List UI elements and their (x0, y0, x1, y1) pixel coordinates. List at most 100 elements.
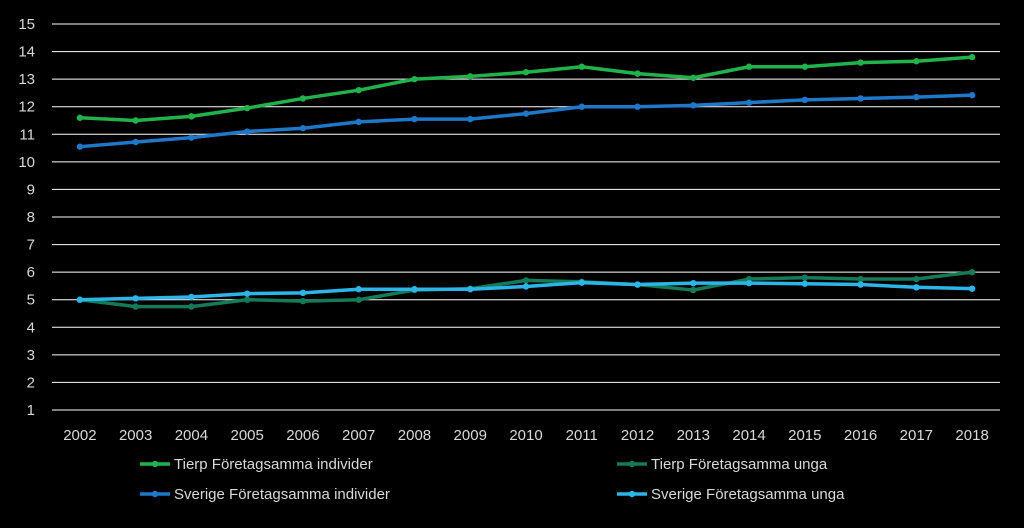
legend-marker (628, 490, 636, 498)
data-point (132, 303, 139, 310)
legend-label: Tierp Företagsamma unga (651, 456, 828, 473)
data-point (76, 296, 84, 303)
y-tick-label: 7 (27, 237, 35, 254)
data-point (857, 281, 864, 288)
data-point (857, 275, 864, 283)
x-tick-label: 2005 (230, 427, 263, 444)
legend: Tierp Företagsamma individer Tierp Företa… (140, 456, 845, 503)
series-0 (76, 53, 976, 124)
data-point (467, 286, 474, 293)
data-point (355, 118, 362, 126)
x-tick-label: 2003 (119, 427, 152, 444)
y-tick-label: 14 (18, 44, 35, 61)
data-point (968, 285, 976, 292)
y-tick-label: 11 (19, 126, 35, 143)
data-point (968, 53, 976, 61)
data-point (801, 96, 809, 104)
data-point (243, 128, 251, 135)
data-point (745, 63, 753, 70)
legend-marker (628, 460, 636, 468)
data-point (132, 138, 139, 146)
x-tick-label: 2007 (342, 427, 375, 444)
data-point (801, 63, 809, 70)
y-tick-label: 5 (27, 292, 35, 309)
data-point (968, 268, 976, 276)
y-tick-label: 9 (27, 181, 35, 198)
y-tick-label: 15 (18, 16, 35, 33)
legend-label: Sverige Företagsamma unga (651, 486, 845, 503)
data-point (243, 290, 251, 297)
y-tick-label: 1 (27, 402, 35, 419)
grid-lines (52, 23, 1000, 411)
data-point (578, 279, 585, 286)
data-point (690, 279, 697, 287)
data-point (913, 93, 920, 101)
data-point (299, 125, 307, 132)
data-point (243, 296, 251, 303)
data-point (801, 280, 809, 287)
series-2 (76, 91, 976, 150)
data-point (522, 277, 530, 284)
x-tick-label: 2015 (788, 427, 821, 444)
legend-marker (151, 460, 159, 468)
data-point (411, 286, 418, 293)
data-point (299, 289, 307, 297)
x-tick-label: 2013 (677, 427, 710, 444)
data-point (857, 59, 864, 66)
data-point (188, 113, 195, 120)
data-point (634, 70, 641, 77)
x-tick-label: 2006 (286, 427, 319, 444)
data-point (467, 115, 474, 123)
x-tick-label: 2012 (621, 427, 654, 444)
data-point (188, 303, 195, 310)
x-tick-label: 2016 (844, 427, 877, 444)
data-point (522, 110, 530, 117)
data-point (634, 281, 641, 288)
data-point (299, 95, 307, 102)
x-tick-label: 2004 (175, 427, 208, 444)
y-tick-label: 8 (27, 209, 35, 226)
legend-marker (151, 490, 159, 498)
y-tick-label: 3 (27, 347, 35, 364)
data-point (132, 295, 139, 302)
data-point (243, 104, 251, 112)
y-tick-label: 10 (18, 154, 35, 171)
data-point (913, 58, 920, 65)
y-tick-label: 12 (18, 99, 35, 116)
data-point (801, 274, 809, 281)
data-point (690, 102, 697, 109)
data-point (578, 63, 585, 70)
data-point (968, 91, 976, 99)
data-point (411, 75, 418, 83)
x-axis-ticks: 2002 2003 2004 2005 2006 2007 2008 2009 2010 2011… (63, 427, 989, 444)
legend-item: Tierp Företagsamma unga (617, 456, 828, 473)
x-tick-label: 2017 (900, 427, 933, 444)
legend-label: Tierp Företagsamma individer (174, 456, 373, 473)
series-line (79, 93, 973, 149)
data-point (745, 279, 753, 287)
x-tick-label: 2018 (955, 427, 988, 444)
legend-label: Sverige Företagsamma individer (174, 486, 390, 503)
data-point (913, 284, 920, 291)
x-tick-label: 2008 (398, 427, 431, 444)
data-point (578, 103, 585, 110)
x-tick-label: 2014 (732, 427, 765, 444)
data-point (634, 103, 641, 110)
data-point (299, 297, 307, 305)
data-point (76, 143, 84, 150)
x-tick-label: 2011 (566, 427, 598, 444)
data-point (857, 95, 864, 102)
legend-item: Sverige Företagsamma unga (617, 486, 845, 503)
y-tick-label: 13 (18, 71, 35, 88)
y-tick-label: 2 (27, 374, 35, 391)
x-tick-label: 2010 (509, 427, 542, 444)
data-point (913, 275, 920, 283)
series-lines (76, 53, 976, 310)
x-tick-label: 2002 (63, 427, 96, 444)
data-point (188, 293, 195, 301)
data-point (355, 286, 362, 293)
data-point (132, 117, 139, 124)
data-point (467, 73, 474, 80)
